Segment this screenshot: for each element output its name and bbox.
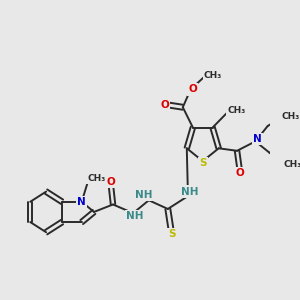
Text: O: O (106, 177, 115, 187)
Text: O: O (160, 100, 169, 110)
Text: CH₃: CH₃ (284, 160, 300, 169)
Text: CH₃: CH₃ (227, 106, 246, 115)
Text: N: N (77, 197, 86, 207)
Text: CH₃: CH₃ (204, 71, 222, 80)
Text: S: S (199, 158, 206, 168)
Text: CH₃: CH₃ (87, 174, 105, 183)
Text: CH₃: CH₃ (282, 112, 300, 121)
Text: S: S (169, 229, 176, 239)
Text: N: N (253, 134, 262, 144)
Text: NH: NH (135, 190, 153, 200)
Text: O: O (188, 84, 197, 94)
Text: NH: NH (182, 187, 199, 196)
Text: O: O (235, 168, 244, 178)
Text: NH: NH (126, 211, 144, 221)
